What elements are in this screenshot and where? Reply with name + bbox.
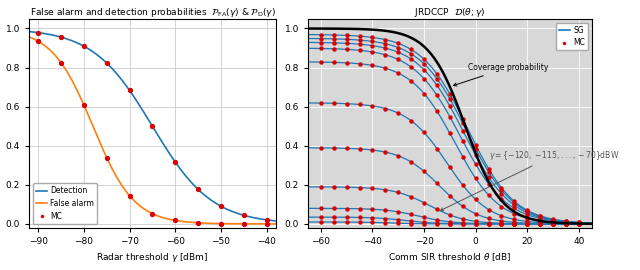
Text: Coverage probability: Coverage probability: [454, 63, 548, 86]
Title: False alarm and detection probabilities  $\mathcal{P}_{\mathrm{FA}}(\gamma)$ & $: False alarm and detection probabilities …: [29, 6, 275, 19]
Title: JRDCCP  $\mathcal{D}(\theta; \gamma)$: JRDCCP $\mathcal{D}(\theta; \gamma)$: [414, 6, 485, 19]
X-axis label: Comm SIR threshold $\theta$ [dB]: Comm SIR threshold $\theta$ [dB]: [388, 251, 511, 263]
Legend: SG, MC: SG, MC: [556, 22, 588, 50]
X-axis label: Radar threshold $\gamma$ [dBm]: Radar threshold $\gamma$ [dBm]: [97, 251, 209, 264]
Text: $\gamma = \{-120, -115, ..., -70\}$dBW: $\gamma = \{-120, -115, ..., -70\}$dBW: [440, 149, 619, 211]
Legend: Detection, False alarm, MC: Detection, False alarm, MC: [33, 183, 97, 224]
